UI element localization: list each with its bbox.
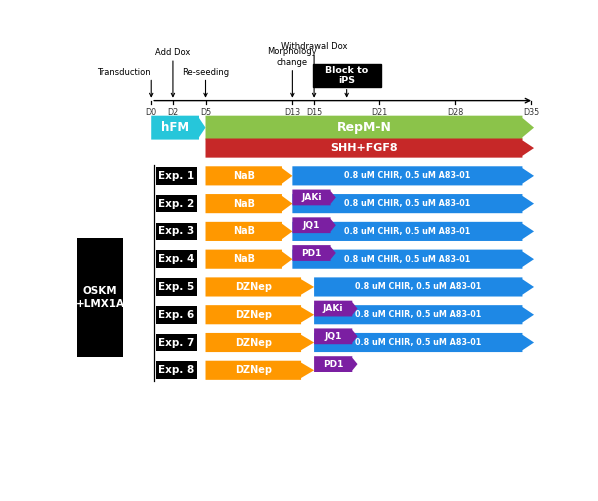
Text: Exp. 4: Exp. 4 — [158, 254, 194, 264]
Text: NaB: NaB — [233, 171, 255, 181]
Text: D2: D2 — [167, 108, 179, 117]
Text: OSKM
+LMX1A: OSKM +LMX1A — [76, 286, 125, 309]
Text: D13: D13 — [284, 108, 300, 117]
Text: JQ1: JQ1 — [303, 221, 320, 230]
Polygon shape — [206, 249, 292, 269]
Text: Block to
iPS: Block to iPS — [325, 66, 368, 85]
Text: Exp. 8: Exp. 8 — [158, 365, 194, 375]
FancyBboxPatch shape — [156, 361, 197, 379]
Text: D5: D5 — [200, 108, 211, 117]
Polygon shape — [206, 194, 292, 213]
Text: DZNep: DZNep — [235, 282, 271, 292]
Text: 0.8 uM CHIR, 0.5 uM A83-01: 0.8 uM CHIR, 0.5 uM A83-01 — [355, 310, 481, 319]
Text: DZNep: DZNep — [235, 310, 271, 320]
Text: DZNep: DZNep — [235, 365, 271, 375]
Text: D21: D21 — [371, 108, 388, 117]
FancyBboxPatch shape — [156, 306, 197, 324]
Polygon shape — [292, 194, 534, 213]
FancyBboxPatch shape — [156, 278, 197, 296]
Polygon shape — [314, 356, 358, 372]
Text: Exp. 7: Exp. 7 — [158, 338, 194, 348]
Polygon shape — [314, 329, 358, 344]
Text: 0.8 uM CHIR, 0.5 uM A83-01: 0.8 uM CHIR, 0.5 uM A83-01 — [344, 255, 471, 264]
Text: RepM-N: RepM-N — [337, 121, 392, 134]
FancyBboxPatch shape — [313, 64, 380, 87]
Text: Re-seeding: Re-seeding — [182, 68, 229, 77]
Polygon shape — [292, 222, 534, 241]
Polygon shape — [314, 305, 534, 324]
Text: Morphology
change: Morphology change — [267, 47, 317, 67]
Text: Transduction: Transduction — [97, 68, 150, 77]
Polygon shape — [292, 189, 336, 205]
Polygon shape — [292, 249, 534, 269]
Polygon shape — [292, 217, 336, 233]
Polygon shape — [206, 361, 314, 380]
Text: Exp. 1: Exp. 1 — [158, 171, 194, 181]
Polygon shape — [206, 278, 314, 297]
Text: PD1: PD1 — [323, 360, 343, 369]
Polygon shape — [151, 116, 206, 140]
Text: Exp. 2: Exp. 2 — [158, 198, 194, 208]
Polygon shape — [206, 138, 534, 158]
Text: JAKi: JAKi — [301, 193, 322, 202]
Polygon shape — [206, 305, 314, 324]
Text: DZNep: DZNep — [235, 338, 271, 348]
Polygon shape — [292, 166, 534, 185]
Text: Exp. 3: Exp. 3 — [158, 226, 194, 236]
Text: 0.8 uM CHIR, 0.5 uM A83-01: 0.8 uM CHIR, 0.5 uM A83-01 — [344, 171, 471, 180]
FancyBboxPatch shape — [156, 195, 197, 212]
Text: NaB: NaB — [233, 198, 255, 208]
Text: Exp. 5: Exp. 5 — [158, 282, 194, 292]
FancyBboxPatch shape — [156, 167, 197, 185]
Polygon shape — [314, 301, 358, 317]
Text: D28: D28 — [447, 108, 463, 117]
Text: PD1: PD1 — [301, 248, 322, 258]
Polygon shape — [314, 278, 534, 297]
FancyBboxPatch shape — [77, 237, 123, 357]
FancyBboxPatch shape — [156, 250, 197, 268]
Text: JQ1: JQ1 — [325, 332, 342, 341]
Polygon shape — [206, 333, 314, 352]
FancyBboxPatch shape — [156, 222, 197, 240]
Text: Withdrawal Dox: Withdrawal Dox — [281, 42, 347, 51]
Polygon shape — [206, 222, 292, 241]
Text: D15: D15 — [306, 108, 322, 117]
Polygon shape — [314, 333, 534, 352]
Text: 0.8 uM CHIR, 0.5 uM A83-01: 0.8 uM CHIR, 0.5 uM A83-01 — [344, 227, 471, 236]
Text: 0.8 uM CHIR, 0.5 uM A83-01: 0.8 uM CHIR, 0.5 uM A83-01 — [344, 199, 471, 208]
Text: Add Dox: Add Dox — [155, 48, 191, 57]
Text: 0.8 uM CHIR, 0.5 uM A83-01: 0.8 uM CHIR, 0.5 uM A83-01 — [355, 283, 481, 292]
Text: 0.8 uM CHIR, 0.5 uM A83-01: 0.8 uM CHIR, 0.5 uM A83-01 — [355, 338, 481, 347]
Text: NaB: NaB — [233, 226, 255, 236]
Polygon shape — [292, 245, 336, 261]
FancyBboxPatch shape — [156, 334, 197, 351]
Text: NaB: NaB — [233, 254, 255, 264]
Text: Exp. 6: Exp. 6 — [158, 310, 194, 320]
Text: JAKi: JAKi — [323, 304, 343, 313]
Text: D35: D35 — [523, 108, 539, 117]
Text: D0: D0 — [146, 108, 157, 117]
Polygon shape — [206, 116, 534, 140]
Text: SHH+FGF8: SHH+FGF8 — [330, 143, 398, 153]
Polygon shape — [206, 166, 292, 185]
Text: hFM: hFM — [161, 121, 189, 134]
